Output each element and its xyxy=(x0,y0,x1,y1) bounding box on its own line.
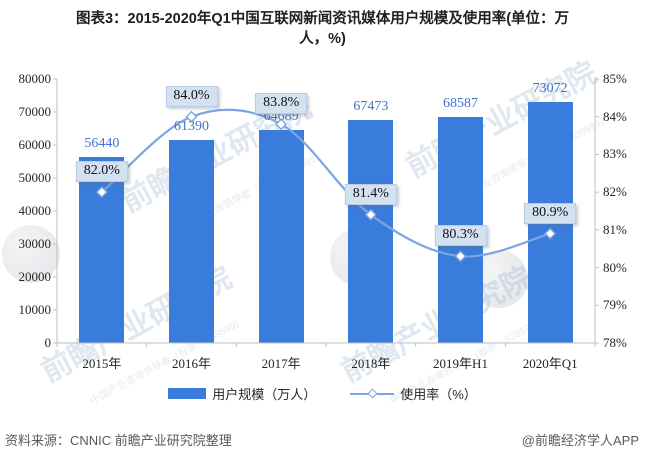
x-axis-label: 2016年 xyxy=(171,356,212,371)
y-axis-left-tick-label: 60000 xyxy=(18,137,52,152)
legend-line-label: 使用率（%） xyxy=(400,387,477,402)
line-point-label: 82.0% xyxy=(75,161,128,183)
line-point-label: 81.4% xyxy=(344,183,397,205)
y-axis-left-tick-label: 30000 xyxy=(18,236,52,251)
y-axis-right-tick-label: 78% xyxy=(603,335,627,350)
bar-value-label: 68587 xyxy=(443,95,478,111)
y-axis-left-tick-label: 10000 xyxy=(18,302,52,317)
y-axis-right-tick-label: 83% xyxy=(603,146,627,162)
y-axis-left-tick-label: 40000 xyxy=(18,203,52,218)
y-axis-right-tick-label: 80% xyxy=(603,259,627,275)
legend: 用户规模（万人） 使用率（%） xyxy=(0,384,645,403)
line-point-label: 80.9% xyxy=(524,202,577,224)
chart-title-line1: 图表3：2015-2020年Q1中国互联网新闻资讯媒体用户规模及使用率(单位：万 xyxy=(75,11,570,27)
y-axis-left-tick-label: 0 xyxy=(44,335,52,350)
y-axis-right-tick-label: 85% xyxy=(603,71,627,86)
legend-bar-label: 用户规模（万人） xyxy=(212,387,317,402)
y-axis-right-tick-label: 82% xyxy=(603,184,627,200)
y-axis-left-tick-label: 20000 xyxy=(18,269,52,284)
x-axis-label: 2015年 xyxy=(82,356,122,371)
bar-value-label: 56440 xyxy=(84,135,120,151)
credit-text: @前瞻经济学人APP xyxy=(521,433,639,448)
line-point-label: 84.0% xyxy=(165,85,218,107)
bar xyxy=(258,129,304,343)
chart-title: 图表3：2015-2020年Q1中国互联网新闻资讯媒体用户规模及使用率(单位：万… xyxy=(0,9,645,49)
x-axis-label: 2017年 xyxy=(261,356,301,371)
bar xyxy=(169,140,214,343)
y-axis-left-tick-label: 70000 xyxy=(18,104,52,119)
source-text: 资料来源：CNNIC 前瞻产业研究院整理 xyxy=(5,433,232,448)
x-axis-label: 2018年 xyxy=(351,356,391,371)
bar-value-label: 67473 xyxy=(353,99,389,115)
y-axis-left-tick-label: 80000 xyxy=(18,71,52,86)
legend-item-bar-series: 用户规模（万人） xyxy=(168,384,316,403)
legend-item-line-series: 使用率（%） xyxy=(350,384,477,403)
x-axis-label: 2019年H1 xyxy=(433,356,488,371)
y-axis-left-tick-label: 50000 xyxy=(18,170,52,185)
y-axis-right-tick-label: 81% xyxy=(603,221,627,237)
line-point-label: 83.8% xyxy=(255,93,308,115)
line-series-swatch-icon xyxy=(350,388,395,399)
bar xyxy=(348,120,394,343)
bar-value-label: 61390 xyxy=(174,119,209,135)
footer: 资料来源：CNNIC 前瞻产业研究院整理 @前瞻经济学人APP xyxy=(0,430,645,449)
x-axis-label: 2020年Q1 xyxy=(522,356,578,371)
y-axis-right-tick-label: 79% xyxy=(603,297,627,313)
chart-title-line2: 人，%) xyxy=(299,31,346,47)
line-point-label: 80.3% xyxy=(434,225,487,247)
bar-series-swatch-icon xyxy=(168,388,207,399)
y-axis-right-tick-label: 84% xyxy=(603,108,627,124)
bar-value-label: 73072 xyxy=(532,80,568,96)
